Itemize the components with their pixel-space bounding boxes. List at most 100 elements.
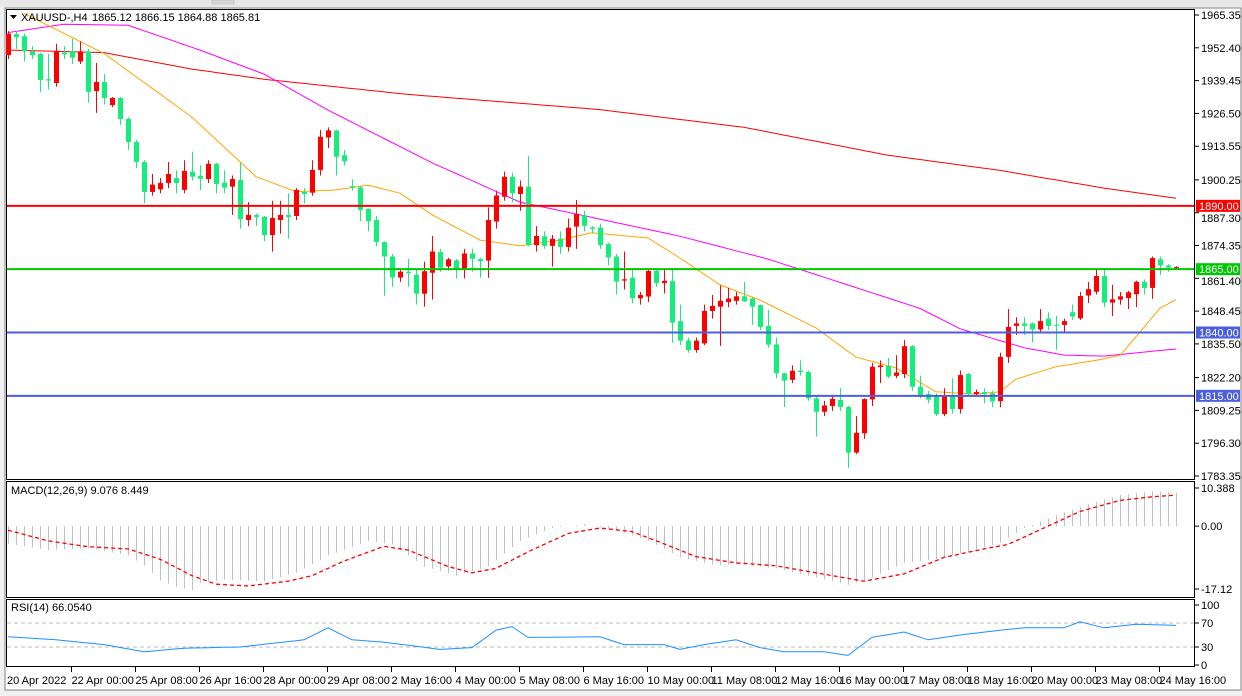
candle[interactable] [102,74,107,105]
candle[interactable] [566,218,571,252]
candle[interactable] [406,259,411,287]
candle[interactable] [430,236,435,300]
candle[interactable] [6,31,11,59]
candle[interactable] [678,304,683,346]
candle[interactable] [670,269,675,343]
candle[interactable] [1150,256,1155,299]
candle[interactable] [366,208,371,232]
candle[interactable] [334,129,339,176]
candle[interactable] [758,304,763,330]
candle[interactable] [790,365,795,384]
candle[interactable] [830,395,835,412]
candle[interactable] [694,337,699,353]
candle[interactable] [990,390,995,408]
candle[interactable] [134,140,139,169]
candle[interactable] [822,400,827,417]
candle[interactable] [494,190,499,229]
candle[interactable] [582,210,587,232]
candle[interactable] [638,291,643,305]
candle[interactable] [238,162,243,229]
candle[interactable] [958,370,963,414]
candle[interactable] [1086,281,1091,304]
candle[interactable] [286,193,291,239]
candle[interactable] [846,405,851,468]
candle[interactable] [894,355,899,379]
rsi-panel[interactable] [6,599,1195,667]
top-scrollbar-thumb[interactable] [211,0,235,5]
candle[interactable] [902,340,907,379]
candle[interactable] [86,48,91,103]
candle[interactable] [158,177,163,194]
candle[interactable] [350,179,355,191]
candle[interactable] [486,207,491,278]
candle[interactable] [142,160,147,204]
candle[interactable] [206,160,211,184]
candle[interactable] [1006,308,1011,363]
candle[interactable] [126,117,131,151]
candle[interactable] [726,287,731,308]
candle[interactable] [910,345,915,391]
candle[interactable] [542,231,547,249]
candle[interactable] [318,129,323,176]
candle[interactable] [46,53,51,90]
candle[interactable] [54,43,59,87]
candle[interactable] [110,96,115,108]
candle[interactable] [1102,268,1107,308]
candle[interactable] [166,162,171,189]
candle[interactable] [718,285,723,346]
candle[interactable] [558,231,563,254]
macd-panel[interactable] [6,481,1195,598]
candle[interactable] [302,188,307,204]
candle[interactable] [310,160,315,196]
candle[interactable] [598,223,603,249]
candle[interactable] [966,373,971,396]
candle[interactable] [150,173,155,196]
candle[interactable] [878,360,883,384]
candle[interactable] [782,373,787,407]
candle[interactable] [934,393,939,417]
candle[interactable] [974,389,979,396]
candle[interactable] [1078,291,1083,320]
candle[interactable] [742,281,747,303]
candle[interactable] [502,171,507,201]
candle[interactable] [1046,312,1051,330]
triangle-down-icon[interactable] [10,15,17,19]
candle[interactable] [534,226,539,252]
candle[interactable] [22,33,27,62]
candle[interactable] [774,337,779,379]
candle[interactable] [998,352,1003,408]
candle[interactable] [222,170,227,194]
candle[interactable] [710,295,715,319]
candle[interactable] [1166,264,1171,272]
candle[interactable] [438,248,443,272]
candle[interactable] [942,388,947,417]
candle[interactable] [358,185,363,222]
candle[interactable] [118,96,123,125]
candle[interactable] [630,269,635,304]
candle[interactable] [462,248,467,279]
candle[interactable] [414,269,419,305]
candle[interactable] [182,160,187,194]
candle[interactable] [814,395,819,437]
candle[interactable] [342,150,347,166]
candle[interactable] [190,151,195,181]
candle[interactable] [838,388,843,412]
candle[interactable] [550,234,555,267]
candle[interactable] [646,269,651,303]
candle[interactable] [294,188,299,221]
candle[interactable] [470,248,475,272]
candle[interactable] [1142,279,1147,295]
candle[interactable] [1038,308,1043,333]
candle[interactable] [30,46,35,59]
candle[interactable] [390,253,395,287]
candle[interactable] [198,165,203,191]
candle[interactable] [662,269,667,294]
candle[interactable] [1118,291,1123,305]
candle[interactable] [398,269,403,282]
candle[interactable] [854,416,859,455]
candle[interactable] [94,62,99,113]
candle[interactable] [1110,284,1115,317]
candle[interactable] [78,41,83,65]
candle[interactable] [254,213,259,227]
